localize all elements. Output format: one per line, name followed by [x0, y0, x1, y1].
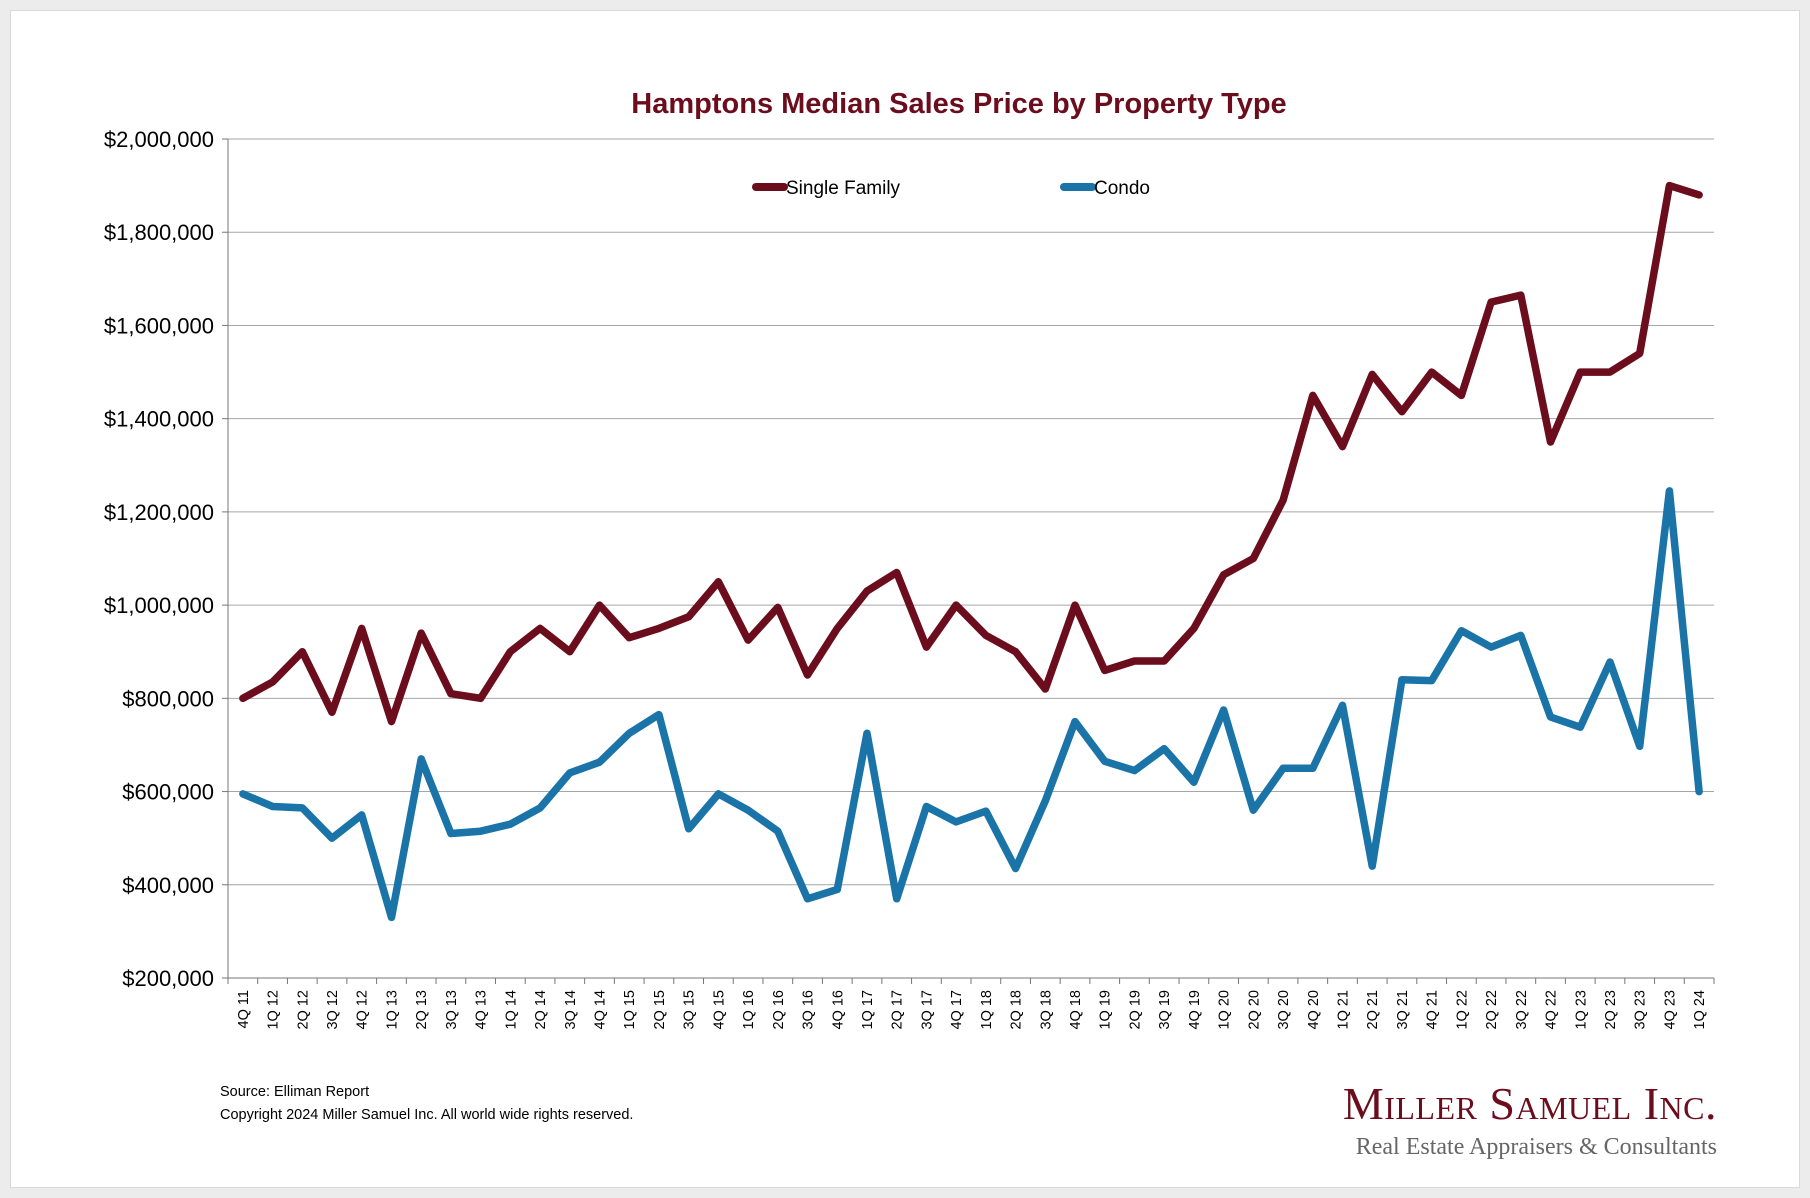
x-tick-label: 1Q 19: [1098, 990, 1114, 1030]
x-tick-label: 4Q 18: [1068, 990, 1084, 1030]
legend: Single Family Condo: [752, 178, 1150, 199]
x-tick-label: 4Q 14: [593, 990, 609, 1030]
x-tick-label: 1Q 18: [979, 990, 995, 1030]
chart-card: Hamptons Median Sales Price by Property …: [10, 10, 1800, 1188]
x-tick-label: 3Q 17: [919, 990, 935, 1030]
y-tick-label: $1,000,000: [104, 593, 214, 618]
chart-title: Hamptons Median Sales Price by Property …: [631, 88, 1286, 120]
x-tick-label: 3Q 21: [1395, 990, 1411, 1030]
y-tick-label: $1,200,000: [104, 500, 214, 525]
x-tick-label: 4Q 11: [236, 990, 252, 1028]
y-tick-label: $600,000: [122, 780, 214, 805]
y-tick-label: $800,000: [122, 686, 214, 711]
x-tick-label: 2Q 22: [1484, 990, 1500, 1030]
x-tick-label: 1Q 23: [1573, 990, 1589, 1030]
y-tick-label: $1,800,000: [104, 220, 214, 245]
x-tick-label: 2Q 21: [1365, 990, 1381, 1030]
x-tick-label: 4Q 20: [1306, 990, 1322, 1030]
x-tick-label: 3Q 18: [1038, 990, 1054, 1030]
x-tick-label: 2Q 17: [890, 990, 906, 1030]
series-line-condo: [239, 487, 1703, 922]
x-axis: 4Q 11 1Q 12 2Q 12 3Q 12 4Q 12 1Q 13 2Q 13 3Q 13…: [227, 977, 1715, 1030]
y-tick-label: $400,000: [122, 873, 214, 898]
x-tick-label: 3Q 23: [1633, 990, 1649, 1030]
x-tick-label: 4Q 16: [830, 990, 846, 1030]
x-tick-label: 1Q 15: [622, 990, 638, 1030]
x-tick-label: 4Q 22: [1544, 990, 1560, 1030]
x-tick-label: 2Q 18: [1009, 990, 1025, 1029]
copyright-note: Copyright 2024 Miller Samuel Inc. All wo…: [220, 1107, 634, 1123]
x-tick-label: 1Q 17: [860, 990, 876, 1030]
x-tick-label: 4Q 23: [1662, 990, 1678, 1030]
series-line-single-family: [239, 181, 1703, 726]
x-tick-label: 2Q 15: [652, 990, 668, 1030]
brand-logo: Miller Samuel Inc. Real Estate Appraiser…: [1342, 1078, 1717, 1160]
x-tick-label: 4Q 12: [355, 990, 371, 1030]
x-tick-label: 1Q 14: [503, 990, 519, 1030]
x-tick-label: 3Q 15: [682, 990, 698, 1030]
x-tick-label: 1Q 21: [1336, 990, 1352, 1030]
x-tick-label: 2Q 20: [1246, 990, 1262, 1030]
brand-name: Miller Samuel Inc.: [1342, 1078, 1717, 1129]
series-lines: [239, 181, 1703, 922]
x-tick-label: 3Q 12: [325, 990, 341, 1030]
chart: Hamptons Median Sales Price by Property …: [104, 88, 1715, 1030]
x-tick-label: 1Q 20: [1217, 990, 1233, 1030]
x-tick-label: 2Q 14: [533, 990, 549, 1030]
brand-tagline: Real Estate Appraisers & Consultants: [1355, 1134, 1717, 1160]
x-tick-label: 2Q 19: [1127, 990, 1143, 1030]
x-tick-label: 4Q 21: [1425, 990, 1441, 1030]
x-tick-label: 4Q 19: [1187, 990, 1203, 1030]
x-tick-label: 2Q 16: [771, 990, 787, 1030]
x-tick-label: 4Q 13: [474, 990, 490, 1030]
x-tick-label: 3Q 14: [563, 990, 579, 1030]
y-tick-label: $1,400,000: [104, 407, 214, 432]
x-tick-label: 1Q 16: [741, 990, 757, 1030]
x-tick-label: 4Q 17: [949, 990, 965, 1030]
x-tick-label: 1Q 12: [266, 990, 282, 1030]
x-tick-label: 3Q 20: [1276, 990, 1292, 1030]
x-tick-label: 2Q 12: [295, 990, 311, 1030]
y-tick-label: $1,600,000: [104, 313, 214, 338]
x-tick-label: 3Q 13: [444, 990, 460, 1030]
y-axis: $200,000 $400,000 $600,000 $800,000 $1,000,0…: [104, 127, 229, 991]
y-tick-label: $2,000,000: [104, 127, 214, 152]
x-tick-label: 2Q 23: [1603, 990, 1619, 1030]
x-tick-label: 3Q 22: [1514, 990, 1530, 1030]
x-tick-label: 2Q 13: [414, 990, 430, 1030]
x-tick-label: 3Q 16: [801, 990, 817, 1030]
legend-label: Single Family: [786, 178, 901, 199]
x-tick-label: 1Q 24: [1692, 990, 1708, 1030]
legend-label: Condo: [1094, 178, 1150, 199]
x-tick-label: 1Q 22: [1454, 990, 1470, 1030]
x-tick-label: 4Q 15: [711, 990, 727, 1030]
source-note: Source: Elliman Report: [220, 1084, 370, 1100]
x-tick-label: 3Q 19: [1157, 990, 1173, 1030]
gridlines: [228, 138, 1714, 886]
y-tick-label: $200,000: [122, 966, 214, 991]
x-tick-label: 1Q 13: [384, 990, 400, 1030]
